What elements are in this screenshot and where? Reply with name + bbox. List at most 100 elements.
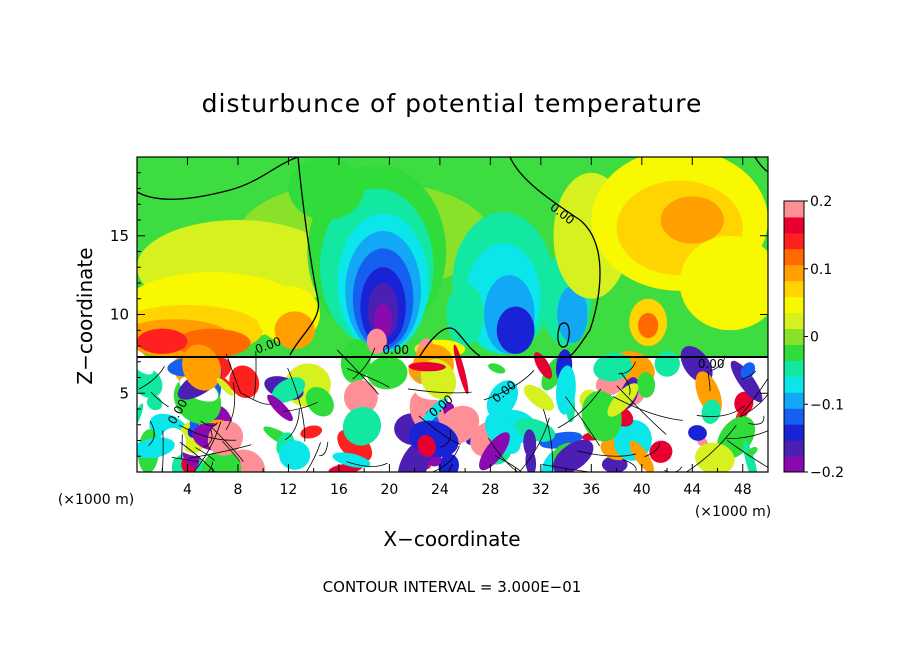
turbulence-cell: [734, 391, 754, 415]
turbulence-contour: [150, 391, 169, 408]
turbulence-cell: [523, 384, 555, 411]
x-tick-label: 36: [582, 482, 600, 498]
turbulence-cell: [743, 440, 758, 472]
colorbar-swatch: [784, 264, 804, 282]
x-tick-label: 28: [481, 482, 499, 498]
turbulence-contour: [148, 420, 155, 447]
colorbar-swatch: [784, 440, 804, 457]
turbulence-cell: [486, 380, 519, 419]
turbulence-contour: [431, 445, 460, 472]
turbulence-cell: [637, 372, 656, 398]
zero-contour-left: [137, 157, 299, 200]
colorbar-swatch: [784, 296, 804, 314]
turbulence-cell: [229, 365, 260, 399]
x-tick-label: 48: [734, 482, 752, 498]
colorbar-tick-label: 0.2: [810, 194, 832, 210]
turbulence-cell: [300, 425, 323, 439]
field-blob: [137, 328, 188, 354]
colorbar-swatch: [784, 424, 804, 441]
turbulence-contour: [739, 393, 768, 418]
x-axis-unit-left: (×1000 m): [58, 492, 134, 508]
turbulence-cell: [730, 360, 763, 403]
turbulence-cell: [746, 446, 758, 457]
turbulence-cell: [342, 406, 382, 446]
contour-lines: [137, 157, 768, 357]
turbulence-contour: [727, 440, 768, 468]
colorbar-swatch: [784, 248, 804, 266]
x-axis-unit-right: (×1000 m): [695, 504, 771, 520]
turbulence-contour: [225, 382, 236, 431]
turbulence-contour: [542, 409, 553, 472]
plot-area: 0.000.00 0.000.000.000.000.00: [137, 157, 768, 472]
turbulence-contour: [483, 369, 535, 401]
colorbar-swatch: [784, 312, 804, 330]
colorbar-swatch: [784, 360, 804, 377]
turbulence-contour: [644, 443, 661, 458]
turbulence-cell: [137, 347, 154, 375]
colorbar-tick-label: −0.1: [810, 397, 844, 413]
turbulence-cell: [137, 367, 163, 399]
turbulence-contour: [518, 417, 550, 472]
turbulence-cell: [479, 432, 510, 471]
x-tick-label: 8: [233, 482, 242, 498]
turbulence-contour: [616, 385, 667, 435]
turbulence-contour: [207, 461, 214, 472]
field-blob: [679, 235, 768, 331]
y-tick-label: 5: [119, 384, 129, 402]
x-tick-label: 24: [431, 482, 449, 498]
turbulence-contour: [726, 430, 768, 440]
contour-label: 0.00: [382, 343, 409, 357]
chart-title: disturbunce of potential temperature: [202, 89, 703, 118]
field-blob: [446, 283, 485, 346]
x-axis: 4 8 12 16 20 24 28 32 36 40 44 48: [161, 157, 752, 498]
x-axis-label: X−coordinate: [383, 527, 520, 551]
contour-label: 0.00: [698, 357, 725, 371]
colorbar-swatch: [784, 392, 804, 409]
turbulence-cell: [271, 377, 306, 403]
turbulence-contour: [739, 377, 768, 417]
colorbar-tick-label: 0.1: [810, 262, 832, 278]
turbulence-contour: [346, 461, 388, 467]
turbulence-contour: [557, 388, 602, 429]
turbulence-contour: [612, 396, 683, 421]
turbulence-cell: [305, 387, 334, 417]
turbulence-contour: [179, 424, 237, 441]
turbulence-cell: [267, 394, 293, 422]
turbulence-contour: [664, 466, 683, 472]
turbulence-cell: [137, 437, 175, 459]
turbulence-cell: [607, 383, 639, 417]
turbulence-cell: [556, 365, 576, 415]
turbulence-contour: [622, 458, 637, 471]
colorbar-tick-label: −0.2: [810, 465, 844, 481]
turbulence-contour: [241, 392, 272, 405]
x-tick-label: 16: [330, 482, 348, 498]
y-tick-label: 10: [110, 306, 129, 324]
turbulence-cell: [279, 440, 311, 470]
turbulence-contour: [696, 404, 746, 417]
turbulence-contour: [352, 347, 376, 380]
colorbar-swatch: [784, 456, 804, 473]
field-blob: [496, 306, 535, 354]
turbulence-contour: [283, 401, 318, 412]
zero-contour-right-edge: [754, 157, 768, 173]
turbulence-cell: [523, 429, 537, 458]
y-axis-label: Z−coordinate: [73, 247, 97, 384]
field-blob: [557, 286, 588, 343]
colorbar-swatch: [784, 232, 804, 250]
turbulence-cell: [488, 363, 506, 374]
y-tick-label: 15: [110, 227, 129, 245]
field-blob: [366, 328, 387, 354]
colorbar-swatch: [784, 408, 804, 425]
turbulence-cell: [374, 429, 402, 453]
turbulence-contour: [138, 366, 165, 390]
field-blob: [660, 196, 724, 244]
colorbar-swatch: [784, 201, 804, 218]
turbulence-contour: [336, 349, 379, 395]
contour-interval-note: CONTOUR INTERVAL = 3.000E−01: [323, 578, 582, 596]
turbulence-cell: [207, 420, 244, 456]
contour-blob-33: [557, 322, 570, 348]
turbulence-contour: [211, 426, 244, 462]
turbulence-cell: [552, 439, 594, 472]
colorbar-swatch: [784, 376, 804, 393]
